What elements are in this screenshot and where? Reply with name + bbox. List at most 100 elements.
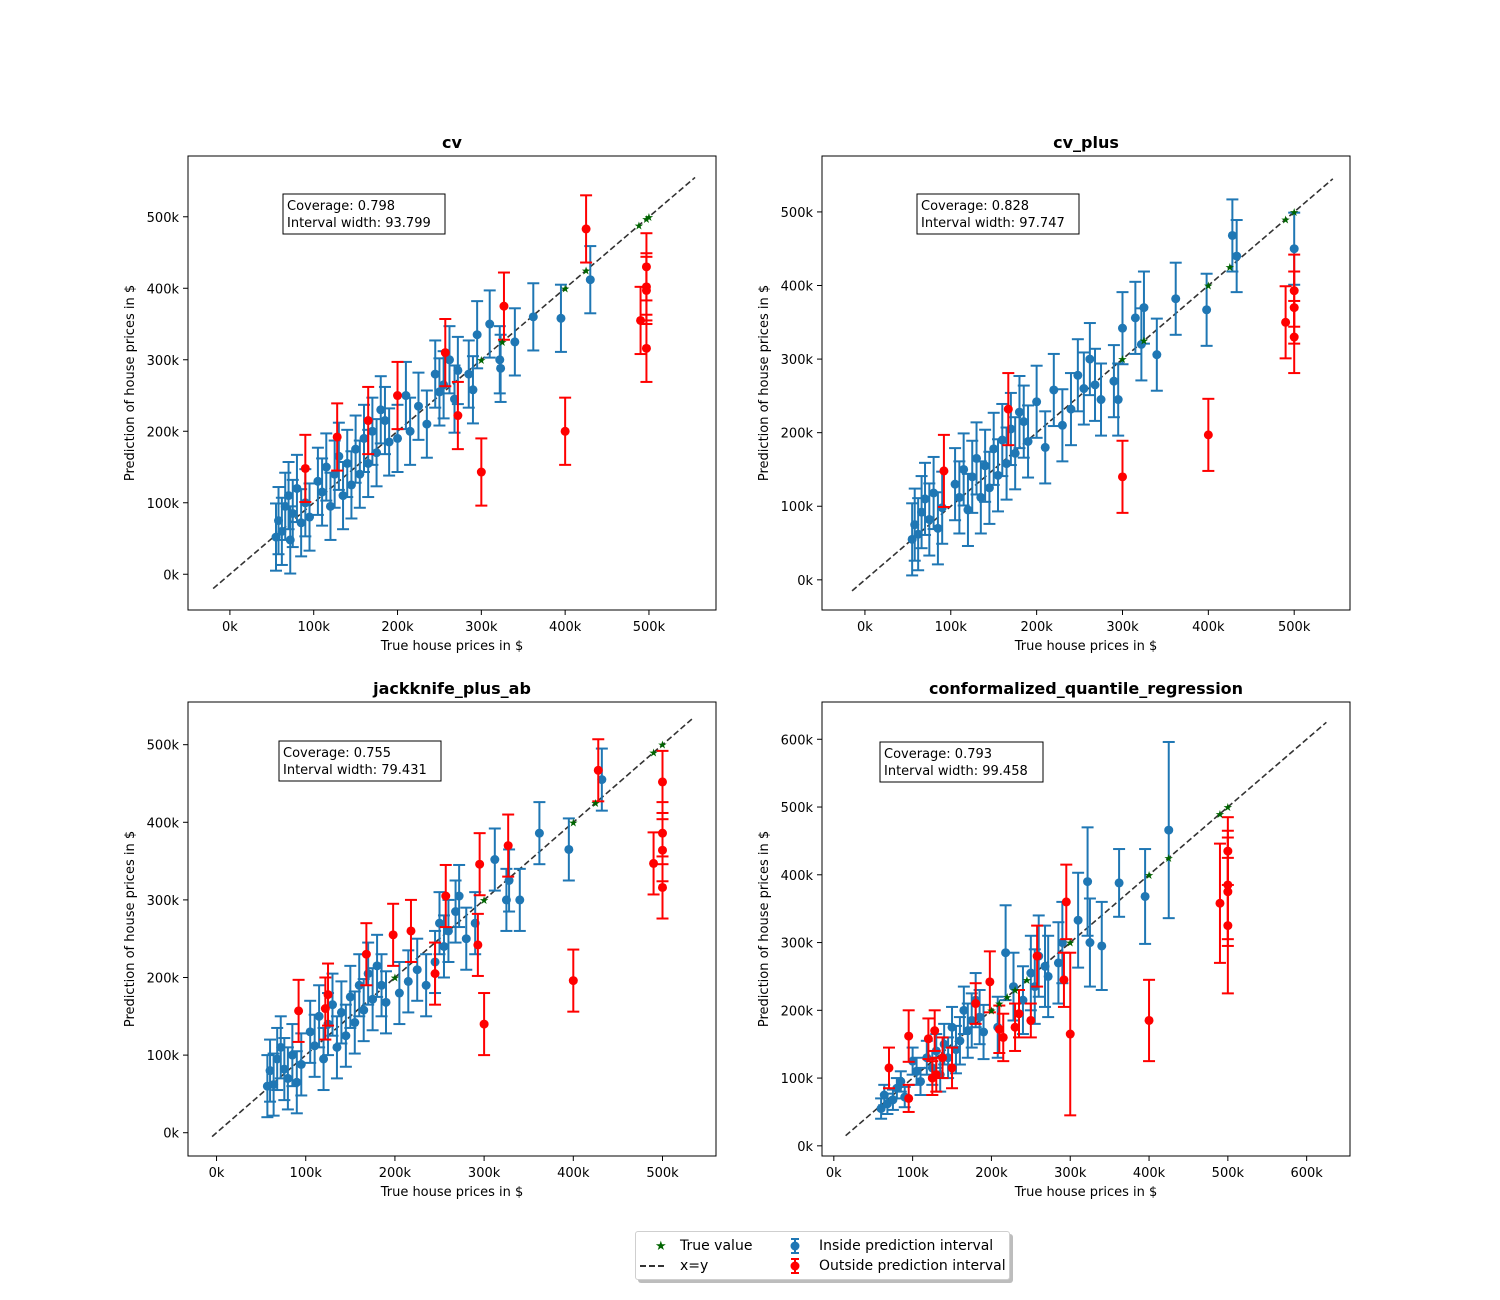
inside-point bbox=[393, 960, 406, 1026]
point-marker bbox=[310, 1041, 320, 1051]
inside-point bbox=[1230, 219, 1243, 294]
outside-point bbox=[567, 948, 580, 1013]
legend-inside-label: Inside prediction interval bbox=[819, 1238, 994, 1254]
point-marker bbox=[359, 1005, 369, 1015]
inside-point bbox=[281, 1046, 294, 1111]
point-marker bbox=[332, 1042, 342, 1052]
true-value-marker: ★ bbox=[986, 1004, 996, 1017]
point-marker bbox=[381, 997, 391, 1007]
inside-point bbox=[915, 475, 928, 550]
point-marker bbox=[581, 224, 591, 234]
point-marker bbox=[564, 844, 574, 854]
true-value-marker: ★ bbox=[1065, 937, 1075, 950]
point-marker bbox=[920, 494, 930, 504]
point-marker bbox=[338, 491, 348, 501]
point-marker bbox=[294, 1006, 304, 1016]
y-axis-label: Prediction of house prices in $ bbox=[757, 285, 772, 481]
point-marker bbox=[560, 426, 570, 436]
point-marker bbox=[354, 980, 364, 990]
point-marker bbox=[985, 977, 995, 987]
point-marker bbox=[355, 469, 365, 479]
point-marker bbox=[269, 1080, 279, 1090]
point-marker bbox=[1043, 971, 1053, 981]
x-tick-label: 0k bbox=[857, 620, 873, 635]
point-marker bbox=[1065, 1029, 1075, 1039]
inside-point bbox=[374, 375, 387, 445]
x-axis-label: True house prices in $ bbox=[380, 1185, 524, 1200]
inside-point bbox=[1139, 848, 1152, 945]
legend-inside-marker bbox=[790, 1241, 800, 1251]
true-value-marker: ★ bbox=[479, 894, 489, 907]
true-value-marker: ★ bbox=[649, 746, 659, 759]
point-marker bbox=[997, 435, 1007, 445]
outside-point bbox=[882, 1046, 895, 1090]
point-marker bbox=[1085, 354, 1095, 364]
point-marker bbox=[1117, 323, 1127, 333]
point-marker bbox=[453, 411, 463, 421]
outside-point bbox=[404, 898, 417, 963]
point-marker bbox=[435, 918, 445, 928]
inside-point bbox=[1095, 900, 1108, 991]
x-tick-label: 200k bbox=[1020, 620, 1053, 635]
x-tick-label: 500k bbox=[633, 620, 666, 635]
point-marker bbox=[938, 1053, 948, 1063]
chart-panel-4: conformalized_quantile_regression 0k 100k 2… bbox=[757, 679, 1351, 1200]
x-tick-label: 100k bbox=[290, 1166, 323, 1181]
point-marker bbox=[499, 301, 509, 311]
point-marker bbox=[406, 926, 416, 936]
inside-point bbox=[999, 904, 1012, 1002]
outside-point bbox=[471, 912, 484, 977]
point-marker bbox=[1059, 975, 1069, 985]
outside-point bbox=[902, 1009, 915, 1063]
inside-point bbox=[1169, 261, 1182, 336]
inside-point bbox=[533, 801, 546, 866]
inside-point bbox=[357, 978, 370, 1043]
legend-true-value: ★ True value bbox=[650, 1237, 790, 1255]
y-tick-label: 0k bbox=[797, 1140, 813, 1155]
point-marker bbox=[1073, 370, 1083, 380]
inside-point bbox=[370, 418, 383, 488]
outside-point bbox=[640, 313, 653, 383]
point-marker bbox=[401, 391, 411, 401]
point-marker bbox=[403, 976, 413, 986]
x-tick-label: 200k bbox=[381, 620, 414, 635]
point-marker bbox=[955, 1036, 965, 1046]
outside-point bbox=[997, 1012, 1010, 1063]
point-marker bbox=[441, 891, 451, 901]
true-value-marker: ★ bbox=[1144, 869, 1154, 882]
point-marker bbox=[1203, 430, 1213, 440]
point-marker bbox=[963, 1026, 973, 1036]
true-value-marker: ★ bbox=[390, 972, 400, 985]
x-tick-label: 500k bbox=[1278, 620, 1311, 635]
inside-point bbox=[349, 414, 362, 484]
outside-point bbox=[360, 922, 373, 987]
x-axis-label: True house prices in $ bbox=[380, 639, 524, 654]
inside-point bbox=[1137, 270, 1150, 345]
true-value-marker: ★ bbox=[1203, 280, 1213, 293]
point-marker bbox=[1085, 938, 1095, 948]
point-marker bbox=[979, 1027, 989, 1037]
y-tick-label: 100k bbox=[781, 500, 814, 515]
outside-point bbox=[937, 433, 950, 508]
point-marker bbox=[1079, 384, 1089, 394]
y-tick-label: 500k bbox=[147, 211, 180, 226]
point-marker bbox=[313, 476, 323, 486]
inside-point bbox=[420, 389, 433, 459]
inside-point bbox=[442, 898, 455, 963]
inside-point bbox=[1083, 322, 1096, 397]
point-marker bbox=[1032, 397, 1042, 407]
point-marker bbox=[1090, 380, 1100, 390]
outside-point bbox=[497, 271, 510, 341]
chart-panel-2: cv_plus 0k 100k 200k 300k 400k 500k 0k 100k 200k 3… bbox=[757, 133, 1351, 654]
point-marker bbox=[325, 501, 335, 511]
point-marker bbox=[363, 416, 373, 426]
point-marker bbox=[1053, 958, 1063, 968]
point-marker bbox=[422, 419, 432, 429]
y-tick-label: 200k bbox=[147, 972, 180, 987]
inside-point bbox=[290, 1050, 303, 1115]
point-marker bbox=[367, 426, 377, 436]
outside-point bbox=[1221, 856, 1234, 995]
inside-point bbox=[1056, 388, 1069, 463]
interval-width-text: Interval width: 93.799 bbox=[287, 216, 431, 231]
y-axis-label: Prediction of house prices in $ bbox=[757, 831, 772, 1027]
